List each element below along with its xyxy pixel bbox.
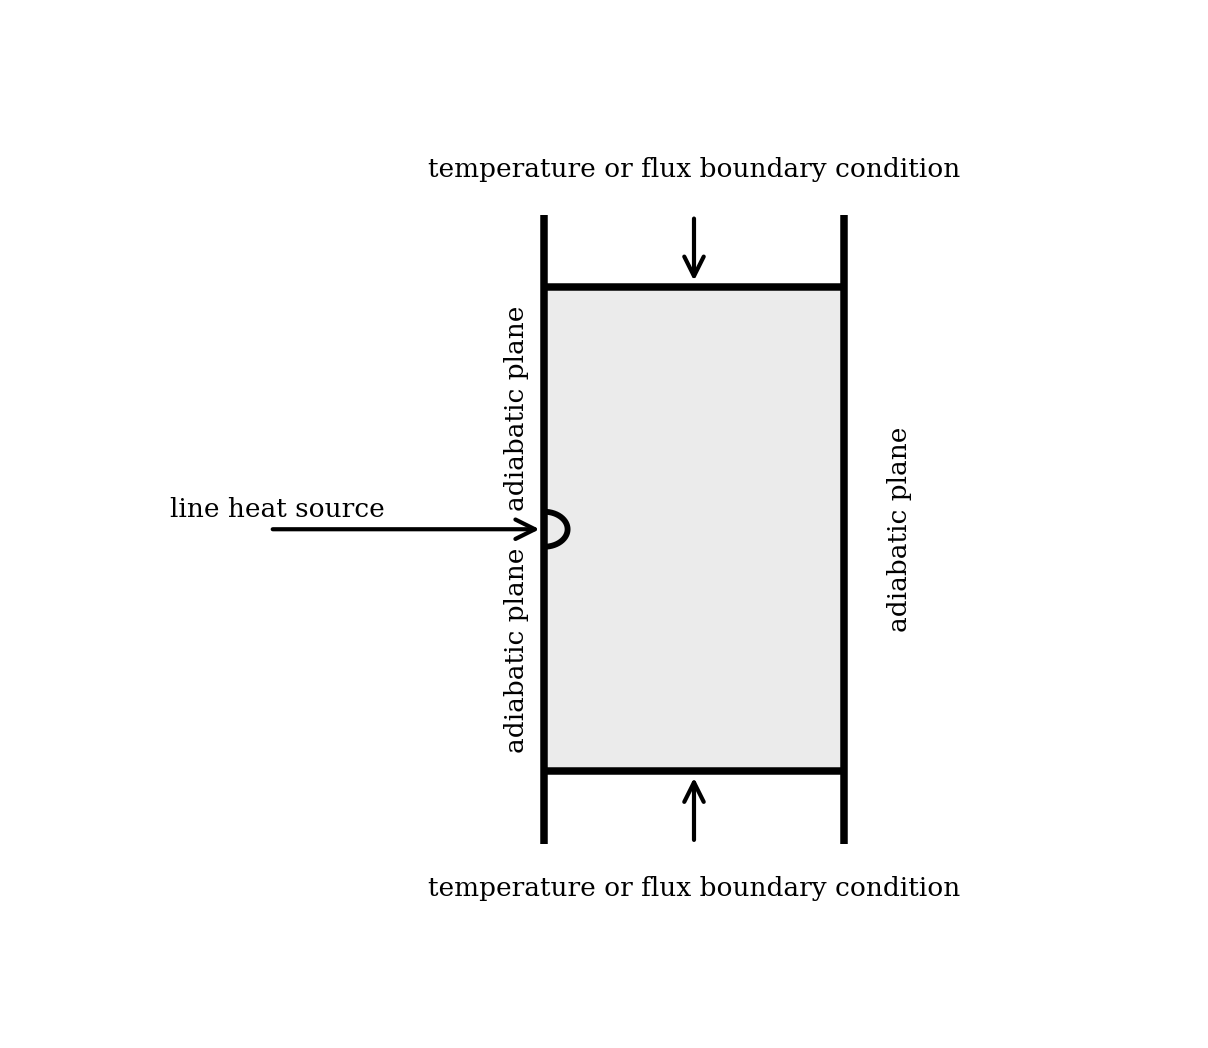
Text: temperature or flux boundary condition: temperature or flux boundary condition [428, 157, 960, 182]
Text: adiabatic plane: adiabatic plane [504, 306, 529, 510]
Text: adiabatic plane: adiabatic plane [504, 548, 529, 752]
Text: adiabatic plane: adiabatic plane [888, 427, 912, 632]
Text: line heat source: line heat source [169, 497, 384, 522]
Text: temperature or flux boundary condition: temperature or flux boundary condition [428, 876, 960, 901]
Bar [544, 287, 843, 771]
